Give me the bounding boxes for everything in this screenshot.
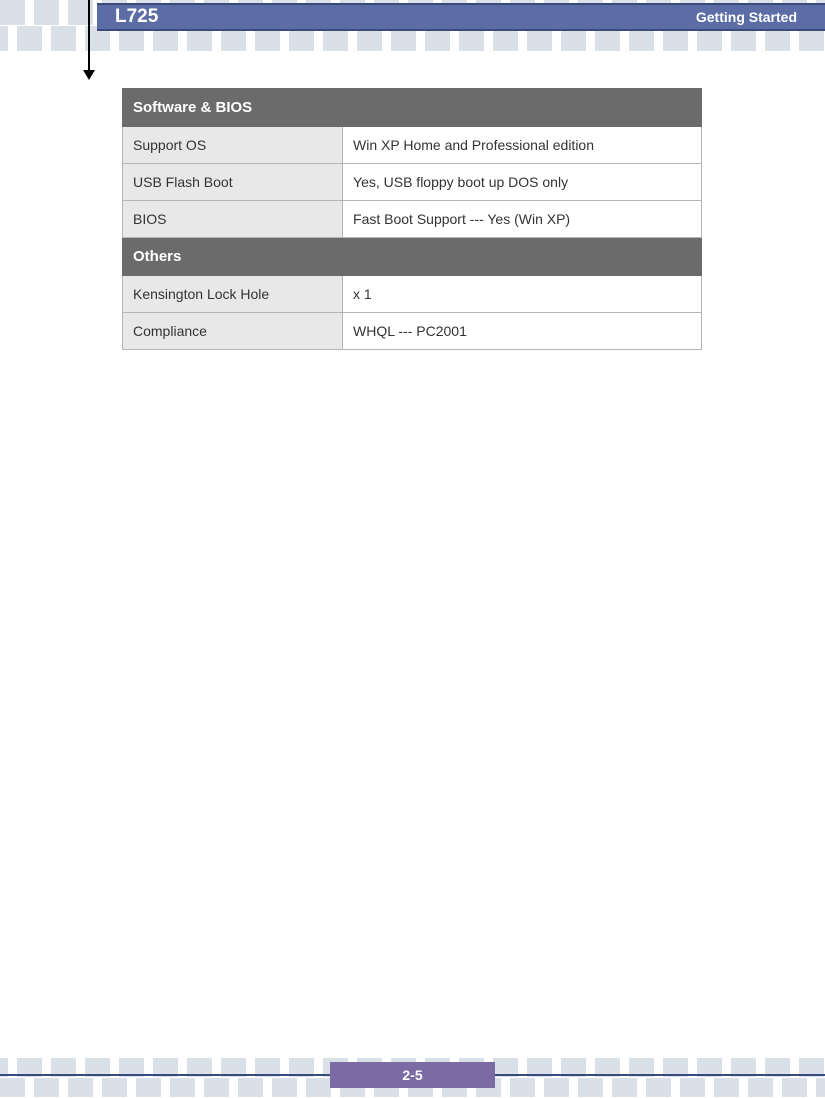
spec-label: BIOS bbox=[123, 201, 343, 238]
spec-value: Win XP Home and Professional edition bbox=[343, 127, 702, 164]
table-row: BIOS Fast Boot Support --- Yes (Win XP) bbox=[123, 201, 702, 238]
arrow-line bbox=[88, 0, 90, 72]
table-section-header: Software & BIOS bbox=[123, 89, 702, 127]
spec-label: USB Flash Boot bbox=[123, 164, 343, 201]
page-number-box: 2-5 bbox=[330, 1062, 495, 1088]
section-header-label: Software & BIOS bbox=[123, 89, 702, 127]
header-title: L725 bbox=[115, 6, 158, 28]
table-row: USB Flash Boot Yes, USB floppy boot up D… bbox=[123, 164, 702, 201]
spec-label: Support OS bbox=[123, 127, 343, 164]
arrow-head-icon bbox=[83, 70, 95, 80]
header-section: Getting Started bbox=[696, 9, 797, 25]
spec-label: Compliance bbox=[123, 313, 343, 350]
content-area: Software & BIOS Support OS Win XP Home a… bbox=[122, 88, 702, 350]
table-row: Support OS Win XP Home and Professional … bbox=[123, 127, 702, 164]
page-number: 2-5 bbox=[402, 1067, 422, 1083]
section-header-label: Others bbox=[123, 238, 702, 276]
spec-value: x 1 bbox=[343, 276, 702, 313]
table-section-header: Others bbox=[123, 238, 702, 276]
header-bar: L725 Getting Started bbox=[97, 3, 825, 31]
specification-table: Software & BIOS Support OS Win XP Home a… bbox=[122, 88, 702, 350]
spec-value: Fast Boot Support --- Yes (Win XP) bbox=[343, 201, 702, 238]
table-row: Compliance WHQL --- PC2001 bbox=[123, 313, 702, 350]
spec-value: WHQL --- PC2001 bbox=[343, 313, 702, 350]
spec-label: Kensington Lock Hole bbox=[123, 276, 343, 313]
spec-value: Yes, USB floppy boot up DOS only bbox=[343, 164, 702, 201]
table-row: Kensington Lock Hole x 1 bbox=[123, 276, 702, 313]
top-decorative-section: L725 Getting Started bbox=[0, 0, 825, 60]
